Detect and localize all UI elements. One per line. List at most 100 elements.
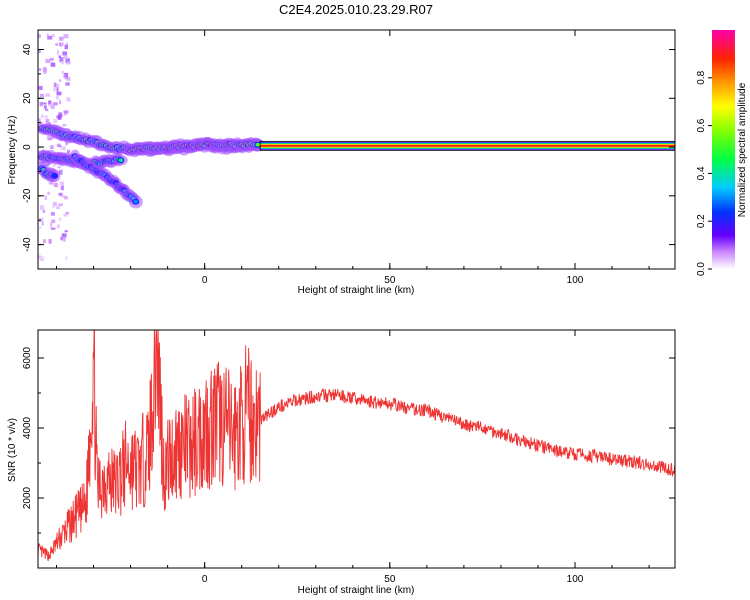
heatmap-speckle	[58, 192, 63, 196]
heatmap-speckle	[61, 146, 66, 151]
heatmap-speckle	[43, 105, 47, 109]
snr-frame	[37, 329, 676, 569]
heatmap-speckle	[63, 112, 68, 116]
spectrogram-panel: 0 50 100 40 20 0 -20 -40 Height of straight lin…	[7, 29, 676, 296]
heatmap-speckle	[62, 51, 68, 56]
heatmap-speckle	[38, 118, 41, 123]
heatmap-speckle	[58, 217, 62, 222]
spectrogram-xtick-label: 100	[567, 275, 584, 286]
heatmap-speckle	[58, 79, 62, 82]
heatmap-speckle	[62, 237, 66, 242]
heatmap-speckle	[44, 108, 49, 112]
heatmap-speckle	[63, 214, 68, 217]
spectrogram-frame	[37, 29, 676, 270]
heatmap-speckle	[39, 205, 45, 211]
heatmap-ridge-core	[118, 158, 124, 163]
heatmap-ridge-core	[133, 199, 138, 204]
heatmap-speckle	[39, 256, 45, 262]
spectrogram-xlabel: Height of straight line (km)	[298, 285, 415, 296]
heatmap-speckle	[62, 195, 66, 198]
spectrogram-heatmap	[38, 33, 675, 262]
heatmap-speckle	[47, 191, 50, 195]
colorbar-tick-label: 0.8	[696, 70, 707, 84]
heatmap-speckle	[58, 55, 62, 58]
snr-ytick-label: 4000	[22, 416, 33, 439]
snr-series-line	[38, 330, 675, 562]
spectrogram-ylabel: Frequency (Hz)	[7, 116, 18, 185]
heatmap-speckle	[45, 93, 51, 97]
heatmap-speckle	[50, 227, 56, 230]
heatmap-speckle	[61, 70, 64, 74]
heatmap-speckle	[56, 91, 62, 96]
colorbar-tick-label: 0.4	[696, 166, 707, 180]
spectrogram-xtick-label: 50	[384, 275, 396, 286]
colorbar-tick-label: 0.2	[696, 214, 707, 228]
heatmap-speckle	[49, 57, 54, 61]
heatmap-speckle	[54, 83, 60, 88]
colorbar-label: Normalized spectral amplitude	[737, 82, 748, 217]
heatmap-speckle	[50, 105, 55, 109]
heatmap-speckle	[65, 256, 68, 260]
heatmap-speckle	[43, 239, 46, 244]
snr-ytick-label: 2000	[22, 486, 33, 509]
heatmap-speckle	[64, 230, 68, 233]
heatmap-speckle	[38, 85, 43, 91]
heatmap-speckle	[60, 42, 63, 46]
colorbar-ticks: 0.0 0.2 0.4 0.6 0.8	[696, 70, 712, 276]
heatmap-speckle	[62, 124, 67, 127]
heatmap-speckle	[56, 143, 61, 148]
heatmap-speckle	[53, 82, 57, 88]
heatmap-speckle	[51, 219, 56, 224]
heatmap-speckle	[52, 205, 55, 209]
snr-xtick-label: 0	[202, 574, 208, 585]
heatmap-speckle	[48, 103, 53, 106]
colorbar-tick-label: 0.0	[696, 262, 707, 276]
heatmap-speckle	[47, 35, 53, 40]
heatmap-speckle	[52, 201, 57, 207]
heatmap-speckle	[63, 196, 68, 200]
colorbar: 0.0 0.2 0.4 0.6 0.8 Normalized spectral ampl…	[696, 30, 748, 276]
snr-xlabel: Height of straight line (km)	[298, 585, 415, 596]
heatmap-speckle	[45, 119, 50, 124]
heatmap-speckle	[53, 162, 56, 167]
heatmap-speckle	[56, 87, 59, 92]
heatmap-speckle	[56, 49, 59, 55]
snr-xtick-label: 100	[567, 574, 584, 585]
heatmap-speckle	[65, 212, 70, 215]
heatmap-speckle	[65, 61, 71, 65]
heatmap-speckle	[38, 33, 41, 38]
heatmap-speckle	[39, 93, 44, 98]
colorbar-tick-label: 0.6	[696, 118, 707, 132]
heatmap-speckle	[48, 100, 52, 104]
heatmap-speckle	[59, 57, 64, 62]
heatmap-speckle	[44, 195, 47, 201]
heatmap-speckle	[57, 166, 62, 169]
spectrogram-xtick-label: 0	[202, 275, 208, 286]
heatmap-band	[260, 145, 675, 147]
heatmap-speckle	[50, 212, 55, 216]
spectrogram-ytick-label: 0	[22, 144, 33, 150]
heatmap-speckle	[41, 102, 47, 105]
heatmap-speckle	[56, 224, 61, 229]
chart-title: C2E4.2025.010.23.29.R07	[279, 2, 433, 17]
heatmap-speckle	[48, 179, 52, 184]
heatmap-speckle	[59, 181, 64, 185]
heatmap-speckle	[50, 62, 55, 67]
heatmap-speckle	[46, 33, 49, 36]
spectrogram-ticks: 0 50 100 40 20 0 -20 -40	[22, 30, 675, 286]
spectrogram-ytick-label: -20	[22, 188, 33, 203]
heatmap-speckle	[63, 74, 67, 78]
heatmap-speckle	[60, 237, 64, 241]
spectrogram-ytick-label: -40	[22, 237, 33, 252]
heatmap-speckle	[42, 209, 46, 213]
heatmap-speckle	[39, 101, 43, 107]
heatmap-speckle	[58, 203, 64, 207]
heatmap-speckle	[58, 169, 63, 175]
snr-plot-area	[38, 330, 675, 568]
colorbar-gradient	[712, 30, 735, 269]
heatmap-speckle	[56, 94, 59, 100]
heatmap-speckle	[58, 115, 61, 120]
heatmap-speckle	[66, 42, 69, 45]
heatmap-speckle	[52, 33, 55, 38]
